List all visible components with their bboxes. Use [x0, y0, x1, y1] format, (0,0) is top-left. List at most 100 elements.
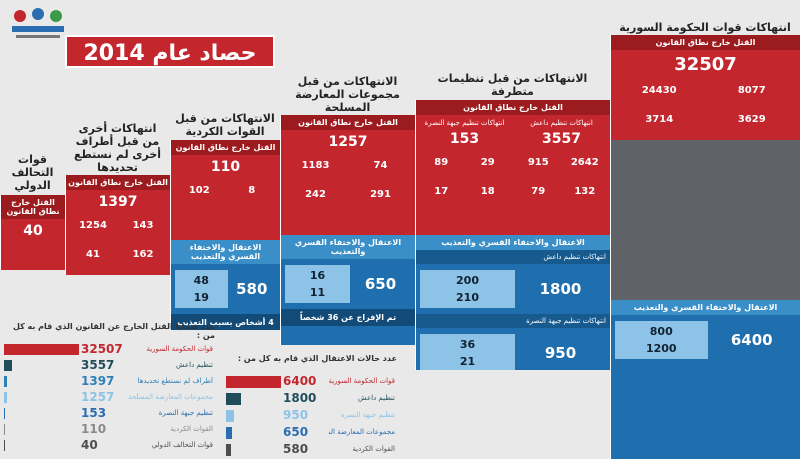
category-label: قوات الحكومة السورية [146, 345, 213, 353]
kill-label: القتل خارج نطاق القانون [171, 140, 280, 155]
column-title: الانتهاكات من قبل القوات الكردية [175, 112, 275, 138]
kill-count: 162 [132, 249, 154, 260]
detention-count: 19 [193, 291, 209, 304]
value-label: 1257 [81, 390, 115, 404]
detention-label: الاعتقال والاختفاء القسري والتعذيب [416, 235, 610, 250]
kill-parts: 8 102 [173, 185, 278, 214]
kill-blocks: 1397 143 1254 162 41 [66, 190, 170, 275]
detention-total: 950 [544, 344, 577, 362]
column-title: انتهاكات أخرى من قبل أطراف أخرى لم نستطع… [73, 122, 162, 174]
kill-count: 291 [370, 189, 391, 200]
bar [226, 427, 232, 439]
kill-count: 18 [480, 186, 495, 197]
detention-count: 1200 [645, 342, 677, 355]
kill-block: 32507 8077 24430 3629 3714 [611, 54, 800, 140]
kill-parts: 143 1254 162 41 [68, 220, 168, 275]
bar [226, 376, 281, 388]
kill-parts: 29 89 18 17 [418, 157, 511, 215]
kill-total: 40 [23, 223, 43, 239]
value-label: 32507 [81, 342, 123, 356]
detention-parts: 48 19 [175, 270, 228, 308]
bar [4, 360, 13, 371]
detention-count: 200 [456, 274, 479, 287]
kill-total: 1257 [328, 134, 368, 150]
chart-title: عدد ضحايا القتل الخارج عن القانون الذي ق… [12, 322, 215, 340]
kill-label: القتل خارج نطاق القانون [611, 35, 800, 50]
kill-count: 102 [188, 185, 210, 196]
detention-panel: الاعتقال والاختفاء القسري والتعذيب انتهاك… [415, 235, 610, 370]
kill-count: 24430 [641, 85, 677, 96]
detention-block: 6400 800 1200 [611, 315, 800, 365]
kill-panel: القتل خارج نطاق القانون 1257 74 1183 291 242 [280, 115, 415, 235]
detention-label: الاعتقال والاختفاء القسري والتعذيب [281, 235, 415, 259]
kill-count: 41 [86, 249, 100, 260]
detention-block: 950 36 21 [416, 328, 610, 370]
kill-count: 1254 [79, 220, 107, 231]
detention-parts: 36 21 [420, 334, 515, 370]
kill-total: 3557 [542, 131, 581, 147]
value-label: 650 [283, 425, 309, 439]
value-label: 950 [283, 408, 309, 422]
kill-count: 89 [434, 157, 449, 168]
category-label: تنظيم جبهة النصرة [158, 409, 213, 417]
note: 4 أشخاص بسبب التعذيب [171, 314, 280, 330]
kill-count: 242 [305, 189, 326, 200]
category-label: تنظيم داعش [176, 361, 213, 369]
kill-count: 915 [527, 157, 549, 168]
kill-total: 1397 [98, 194, 138, 210]
detention-panel: الاعتقال والاختفاء القسري والتعذيب 580 48 1… [170, 240, 280, 330]
group-label: انتهاكات تنظيم داعش [416, 250, 610, 264]
kill-count: 79 [531, 186, 546, 197]
kill-panel: القتل خارج نطاق القانون 32507 8077 24430 362… [610, 35, 800, 140]
detention-count: 11 [309, 286, 326, 299]
detention-panel: الاعتقال والاختفاء القسري والتعذيب 650 16 1… [280, 235, 415, 345]
value-label: 3557 [81, 358, 115, 372]
kill-label: القتل خارج نطاق القانون [281, 115, 415, 130]
kill-count: 74 [373, 160, 388, 171]
kill-count: 2642 [570, 157, 599, 168]
detention-parts: 16 11 [285, 265, 350, 303]
detention-count: 210 [456, 291, 479, 304]
value-label: 110 [81, 422, 107, 436]
kill-block: 1397 143 1254 162 41 [66, 194, 170, 275]
detention-count: 16 [309, 269, 326, 282]
detention-parts: 800 1200 [615, 321, 708, 359]
group-label: انتهاكات تنظيم جبهة النصرة [424, 119, 505, 127]
value-label: 153 [81, 406, 107, 420]
detention-label: الاعتقال والاختفاء القسري والتعذيب [611, 300, 800, 315]
bar [226, 444, 231, 456]
kill-parts: 74 1183 291 242 [283, 160, 413, 218]
column-title: الانتهاكات من قبل مجموعات المعارضة المسل… [295, 75, 400, 114]
bar [4, 392, 7, 403]
value-label: 1800 [283, 391, 317, 405]
kill-blocks: 40 [1, 219, 65, 249]
kill-panel: القتل خارج نطاق القانون 110 8 102 [170, 140, 280, 240]
stats-panel [610, 140, 800, 300]
kill-panel: القتل خارج نطاق القانون 40 [0, 195, 65, 270]
detention-count: 800 [649, 325, 673, 338]
kill-count: 1183 [301, 160, 330, 171]
detention-count: 48 [193, 274, 209, 287]
category-label: قوات التحالف الدولي [151, 441, 213, 449]
category-label: قوات الحكومة السورية [329, 377, 395, 385]
kill-count: 132 [574, 186, 596, 197]
detention-parts: 200 210 [420, 270, 515, 308]
kill-block: 110 8 102 [171, 159, 280, 214]
kill-count: 29 [480, 157, 495, 168]
category-label: أطراف لم نستطع تحديدها [137, 377, 213, 385]
column-title: انتهاكات قوات الحكومة السورية [619, 21, 791, 34]
category-label: القوات الكردية [170, 425, 213, 433]
kill-total: 110 [210, 159, 241, 175]
bar [226, 410, 235, 422]
kill-block: انتهاكات تنظيم جبهة النصرة 153 29 89 18 17 [416, 119, 513, 215]
value-label: 40 [81, 438, 98, 452]
bar [4, 376, 8, 387]
bar [226, 393, 242, 405]
value-label: 580 [283, 442, 309, 456]
detention-panel: الاعتقال والاختفاء القسري والتعذيب 6400 80… [610, 300, 800, 459]
column-title: الانتهاكات من قبل تنظيمات متطرفة [437, 72, 588, 98]
note: تم الإفراج عن 36 شخصاً [281, 309, 415, 326]
detention-total: 6400 [730, 331, 773, 349]
category-label: تنظيم جبهة النصرة [340, 411, 395, 419]
category-label: مجموعات المعارضة المسلحة [329, 428, 395, 436]
